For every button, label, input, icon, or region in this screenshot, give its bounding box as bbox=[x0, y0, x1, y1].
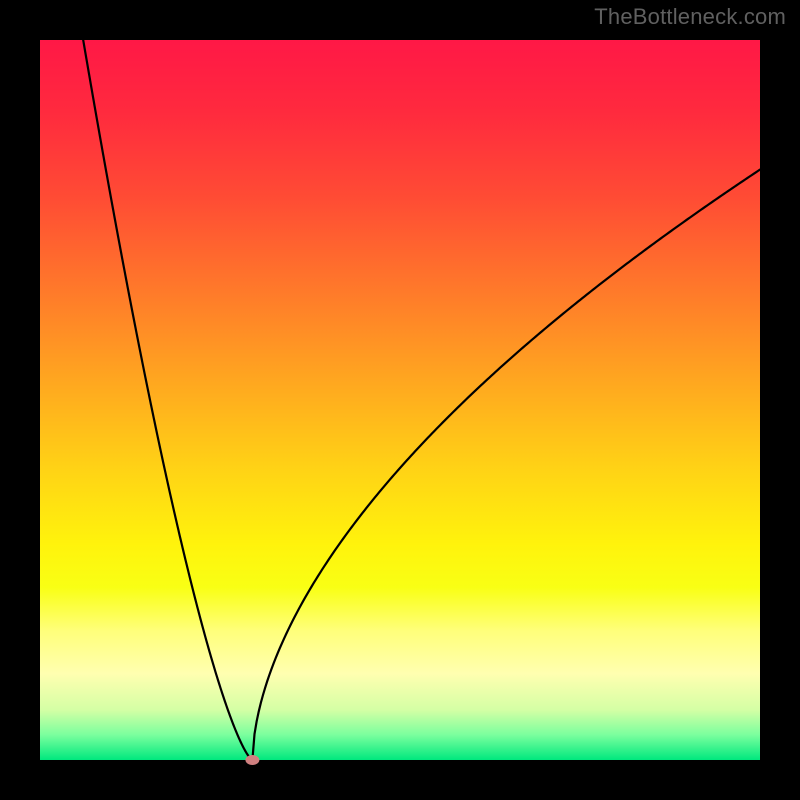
plot-background bbox=[40, 40, 760, 760]
minimum-marker bbox=[245, 755, 259, 765]
chart-svg bbox=[0, 0, 800, 800]
watermark-text: TheBottleneck.com bbox=[594, 4, 786, 30]
chart-container: TheBottleneck.com bbox=[0, 0, 800, 800]
